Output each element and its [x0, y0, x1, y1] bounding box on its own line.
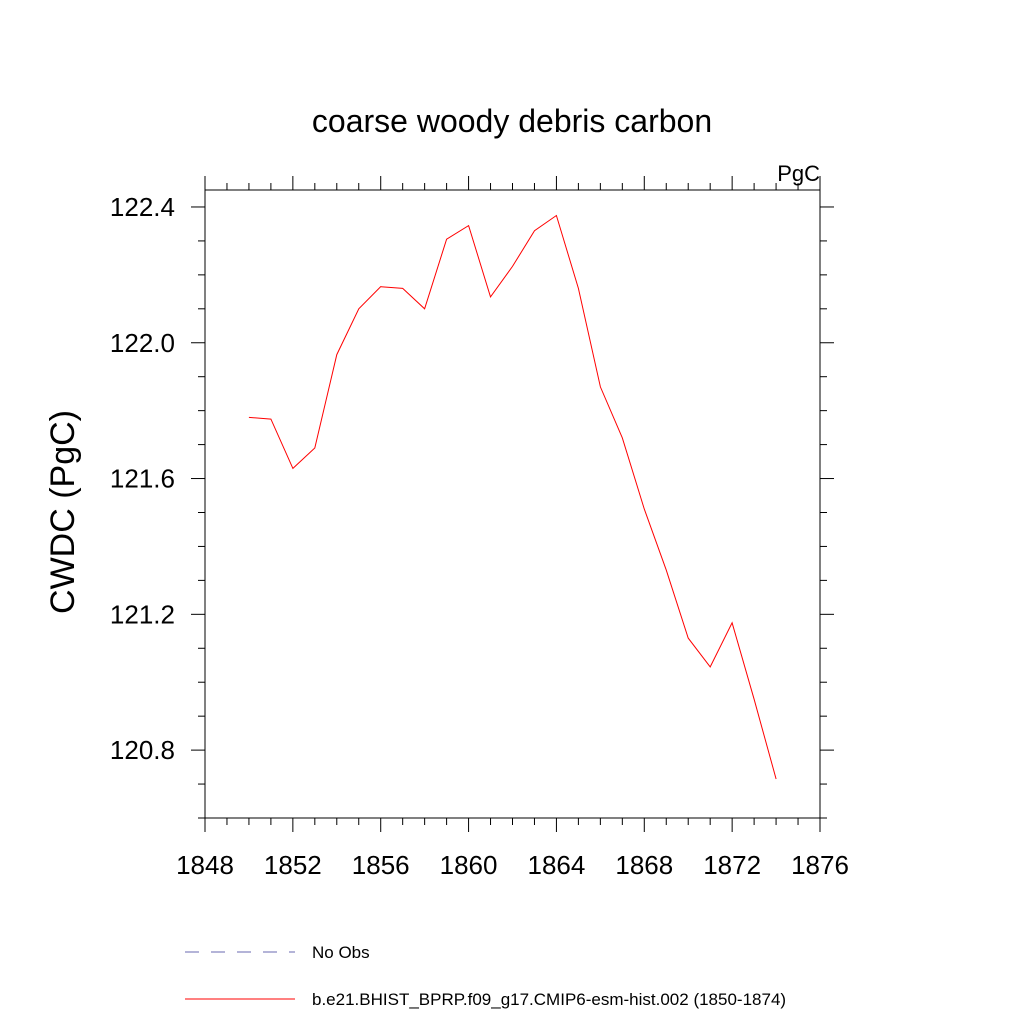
- units-label: PgC: [777, 161, 820, 186]
- x-tick-label: 1864: [528, 850, 586, 880]
- legend: No Obs b.e21.BHIST_BPRP.f09_g17.CMIP6-esm…: [185, 943, 786, 1009]
- series-line: [248, 214, 777, 780]
- plot-frame: [204, 189, 821, 819]
- y-tick-label: 120.8: [110, 735, 175, 765]
- x-tick-label: 1852: [264, 850, 322, 880]
- legend-label: No Obs: [312, 943, 370, 962]
- legend-label: b.e21.BHIST_BPRP.f09_g17.CMIP6-esm-hist.…: [312, 990, 786, 1009]
- y-axis: 120.8 121.2 121.6 122.0 122.4: [110, 192, 834, 819]
- x-tick-label: 1860: [440, 850, 498, 880]
- y-tick-label: 121.2: [110, 599, 175, 629]
- x-tick-label: 1876: [791, 850, 849, 880]
- y-axis-label: CWDC (PgC): [44, 410, 82, 614]
- y-tick-label: 122.4: [110, 192, 175, 222]
- x-tick-label: 1856: [352, 850, 410, 880]
- series-layer: [248, 214, 777, 780]
- y-tick-label: 121.6: [110, 464, 175, 494]
- x-axis: 1848 1852 1856 1860 1864 1868 1872 1876: [176, 176, 849, 880]
- y-tick-label: 122.0: [110, 328, 175, 358]
- x-tick-label: 1868: [615, 850, 673, 880]
- chart-title: coarse woody debris carbon: [312, 103, 712, 139]
- x-tick-label: 1872: [703, 850, 761, 880]
- x-tick-label: 1848: [176, 850, 234, 880]
